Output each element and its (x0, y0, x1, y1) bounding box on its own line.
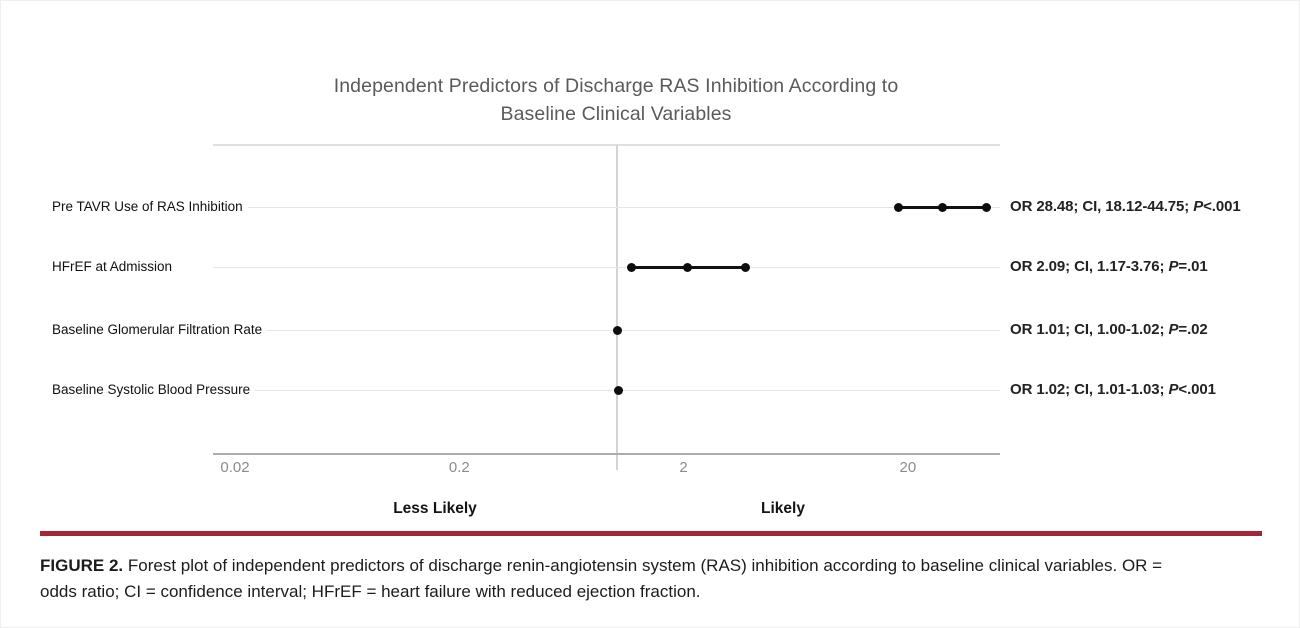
row-annotation: OR 1.01; CI, 1.00-1.02; P=.02 (1010, 320, 1208, 340)
chart-title-line1: Independent Predictors of Discharge RAS … (333, 75, 899, 97)
x-axis-tick-20: 20 (899, 459, 917, 476)
x-axis-label-less-likely: Less Likely (393, 500, 477, 517)
annotation-p-value: <.001 (1203, 198, 1241, 215)
accent-rule (40, 531, 1262, 536)
row-annotation: OR 1.02; CI, 1.01-1.03; P<.001 (1010, 380, 1216, 400)
reference-line-or-1 (616, 145, 618, 470)
chart-title: Independent Predictors of Discharge RAS … (216, 72, 1016, 128)
figure-caption-text-line1: Forest plot of independent predictors of… (127, 556, 1163, 575)
ci-upper-dot (740, 262, 750, 272)
x-axis-tick-0.2: 0.2 (448, 459, 470, 476)
figure-caption-label: FIGURE 2. (40, 556, 124, 575)
annotation-p-symbol: P (1168, 381, 1179, 398)
row-label: Baseline Glomerular Filtration Rate (52, 321, 268, 338)
ci-lower-dot (893, 202, 903, 212)
point-estimate-dot (683, 262, 693, 272)
annotation-or-ci-text: OR 28.48; CI, 18.12-44.75; (1010, 198, 1194, 215)
annotation-or-ci-text: OR 1.02; CI, 1.01-1.03; (1010, 381, 1169, 398)
x-axis-tick-2: 2 (679, 459, 688, 476)
annotation-p-value: =.02 (1178, 321, 1208, 338)
annotation-p-symbol: P (1168, 258, 1179, 275)
annotation-p-value: =.01 (1178, 258, 1208, 275)
chart-title-line2: Baseline Clinical Variables (500, 103, 732, 125)
row-gridline (213, 390, 1000, 391)
figure-caption: FIGURE 2. Forest plot of independent pre… (40, 553, 1272, 605)
row-label: Pre TAVR Use of RAS Inhibition (52, 198, 248, 215)
ci-upper-dot (981, 202, 991, 212)
x-axis-line (213, 453, 1000, 455)
row-label: Baseline Systolic Blood Pressure (52, 381, 256, 398)
plot-top-border (213, 144, 1000, 146)
annotation-or-ci-text: OR 1.01; CI, 1.00-1.02; (1010, 321, 1169, 338)
annotation-or-ci-text: OR 2.09; CI, 1.17-3.76; (1010, 258, 1169, 275)
x-axis-tick-0.02: 0.02 (220, 459, 250, 476)
annotation-p-value: <.001 (1178, 381, 1216, 398)
x-axis-label-likely: Likely (761, 500, 805, 517)
row-annotation: OR 28.48; CI, 18.12-44.75; P<.001 (1010, 197, 1241, 217)
point-estimate-dot (612, 325, 622, 335)
figure-caption-text-line2: odds ratio; CI = confidence interval; HF… (40, 582, 701, 601)
point-estimate-dot (613, 385, 623, 395)
row-gridline (213, 267, 1000, 268)
ci-lower-dot (626, 262, 636, 272)
annotation-p-symbol: P (1193, 198, 1204, 215)
row-annotation: OR 2.09; CI, 1.17-3.76; P=.01 (1010, 257, 1208, 277)
annotation-p-symbol: P (1168, 321, 1179, 338)
point-estimate-dot (937, 202, 947, 212)
row-gridline (213, 330, 1000, 331)
row-label: HFrEF at Admission (52, 258, 178, 275)
row-gridline (213, 207, 1000, 208)
